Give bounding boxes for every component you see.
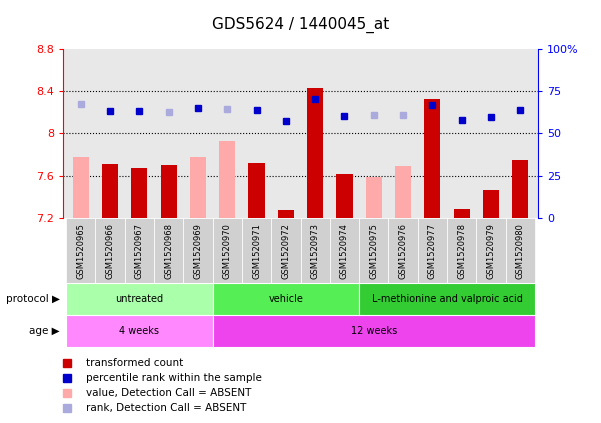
Bar — [66, 218, 96, 283]
Bar — [160, 165, 177, 218]
Bar — [418, 218, 447, 283]
Text: GSM1520966: GSM1520966 — [106, 222, 115, 279]
Text: rank, Detection Call = ABSENT: rank, Detection Call = ABSENT — [87, 403, 246, 413]
Text: GSM1520970: GSM1520970 — [223, 222, 232, 279]
Text: GSM1520977: GSM1520977 — [428, 222, 437, 279]
Bar — [388, 218, 418, 283]
Text: GSM1520980: GSM1520980 — [516, 222, 525, 279]
Bar — [359, 218, 388, 283]
Text: L-methionine and valproic acid: L-methionine and valproic acid — [371, 294, 522, 304]
Bar — [213, 218, 242, 283]
Bar — [96, 218, 124, 283]
Bar — [395, 166, 411, 218]
Bar — [102, 164, 118, 218]
Bar — [242, 218, 271, 283]
Bar — [454, 209, 470, 218]
Text: GSM1520976: GSM1520976 — [398, 222, 407, 279]
Text: GSM1520971: GSM1520971 — [252, 222, 261, 279]
Bar — [124, 218, 154, 283]
Text: GSM1520973: GSM1520973 — [311, 222, 320, 279]
Text: GSM1520969: GSM1520969 — [194, 222, 203, 279]
Bar — [154, 218, 183, 283]
Text: GSM1520979: GSM1520979 — [486, 222, 495, 279]
Bar — [66, 315, 213, 347]
Text: percentile rank within the sample: percentile rank within the sample — [87, 373, 262, 383]
Text: 12 weeks: 12 weeks — [350, 326, 397, 336]
Text: age ▶: age ▶ — [29, 326, 60, 336]
Bar — [366, 177, 382, 218]
Text: value, Detection Call = ABSENT: value, Detection Call = ABSENT — [87, 388, 252, 398]
Text: vehicle: vehicle — [269, 294, 304, 304]
Bar — [447, 218, 477, 283]
Text: GSM1520967: GSM1520967 — [135, 222, 144, 279]
Bar — [330, 218, 359, 283]
Bar — [300, 218, 330, 283]
Bar — [278, 211, 294, 218]
Bar — [183, 218, 213, 283]
Bar — [337, 175, 353, 218]
Bar — [66, 283, 213, 315]
Bar — [424, 99, 441, 218]
Text: GSM1520975: GSM1520975 — [369, 222, 378, 279]
Bar — [213, 283, 359, 315]
Text: GDS5624 / 1440045_at: GDS5624 / 1440045_at — [212, 17, 389, 33]
Bar — [248, 163, 264, 218]
Text: 4 weeks: 4 weeks — [120, 326, 159, 336]
Bar — [512, 160, 528, 218]
Text: GSM1520968: GSM1520968 — [164, 222, 173, 279]
Text: untreated: untreated — [115, 294, 163, 304]
Bar — [213, 315, 535, 347]
Bar — [271, 218, 300, 283]
Text: protocol ▶: protocol ▶ — [6, 294, 60, 304]
Text: GSM1520974: GSM1520974 — [340, 222, 349, 279]
Text: GSM1520978: GSM1520978 — [457, 222, 466, 279]
Bar — [359, 283, 535, 315]
Text: GSM1520972: GSM1520972 — [281, 222, 290, 279]
Bar — [131, 168, 147, 218]
Text: GSM1520965: GSM1520965 — [76, 222, 85, 279]
Bar — [505, 218, 535, 283]
Bar — [190, 157, 206, 218]
Text: transformed count: transformed count — [87, 358, 183, 368]
Bar — [307, 88, 323, 218]
Bar — [477, 218, 505, 283]
Bar — [73, 157, 89, 218]
Bar — [483, 190, 499, 218]
Bar — [219, 141, 235, 218]
